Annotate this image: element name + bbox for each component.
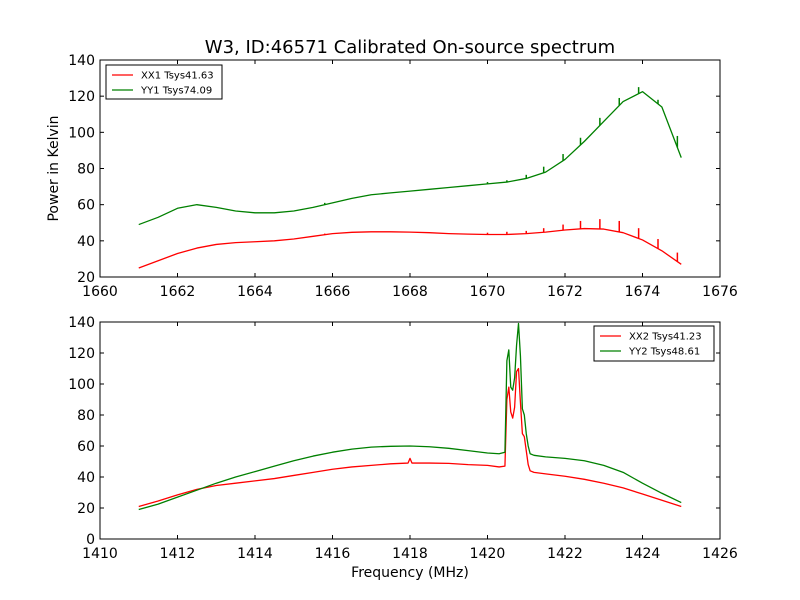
x-tick-label: 1664 <box>237 284 273 300</box>
legend-box <box>105 64 223 100</box>
x-tick-label: 1676 <box>702 284 738 300</box>
series-layer <box>138 322 682 511</box>
series-line <box>138 227 682 269</box>
legend-label: XX2 Tsys41.23 <box>629 332 702 343</box>
y-tick-label: 140 <box>68 315 95 331</box>
x-axis-label: Frequency (MHz) <box>351 565 469 581</box>
x-tick-label: 1672 <box>547 284 583 300</box>
x-tick-label: 1426 <box>702 546 738 562</box>
y-tick-label: 20 <box>77 270 95 286</box>
bottom-spectrum-panel: 1410 1412 1414 1416 1418 1420 1422 1424 1426 0 20 4… <box>68 315 738 581</box>
x-tick-label: 1424 <box>625 546 661 562</box>
series-line <box>138 322 682 511</box>
y-tick-label: 60 <box>77 198 95 214</box>
y-tick-label: 120 <box>68 346 95 362</box>
legend-label: YY1 Tsys74.09 <box>140 86 212 97</box>
chart-title: W3, ID:46571 Calibrated On-source spectr… <box>205 37 615 58</box>
series-layer <box>138 87 682 269</box>
plot-frame <box>99 59 721 278</box>
legend-box <box>593 325 715 362</box>
legend-label: XX1 Tsys41.63 <box>141 71 214 82</box>
x-tick-label: 1662 <box>160 284 196 300</box>
y-tick-label: 60 <box>77 439 95 455</box>
y-tick-label: 0 <box>86 532 95 548</box>
x-tick-label: 1416 <box>315 546 351 562</box>
y-tick-label: 100 <box>68 377 95 393</box>
top-spectrum-panel: 1660 1662 1664 1666 1668 1670 1672 1674 1676 20 40… <box>46 53 738 300</box>
legend: XX1 Tsys41.63 YY1 Tsys74.09 <box>105 64 223 100</box>
x-tick-label: 1418 <box>392 546 428 562</box>
legend: XX2 Tsys41.23 YY2 Tsys48.61 <box>593 325 715 362</box>
y-tick-label: 100 <box>68 125 95 141</box>
x-tick-label: 1668 <box>392 284 428 300</box>
x-tick-label: 1410 <box>82 546 118 562</box>
x-tick-label: 1666 <box>315 284 351 300</box>
series-line <box>138 91 682 226</box>
x-tick-label: 1670 <box>470 284 506 300</box>
y-tick-label: 80 <box>77 408 95 424</box>
x-tick-label: 1420 <box>470 546 506 562</box>
x-tick-label: 1422 <box>547 546 583 562</box>
y-tick-label: 40 <box>77 234 95 250</box>
x-tick-label: 1414 <box>237 546 273 562</box>
y-tick-label: 140 <box>68 53 95 69</box>
y-axis-label: Power in Kelvin <box>46 115 62 221</box>
y-tick-label: 20 <box>77 501 95 517</box>
plot-frame <box>99 321 721 540</box>
legend-label: YY2 Tsys48.61 <box>628 347 700 358</box>
y-tick-label: 120 <box>68 89 95 105</box>
series-line <box>138 367 682 508</box>
y-tick-label: 80 <box>77 162 95 178</box>
y-tick-label: 40 <box>77 470 95 486</box>
x-tick-label: 1412 <box>160 546 196 562</box>
x-tick-label: 1660 <box>82 284 118 300</box>
tick-layer: 1410 1412 1414 1416 1418 1420 1422 1424 1426 0 20 4… <box>68 315 738 562</box>
x-tick-label: 1674 <box>625 284 661 300</box>
tick-layer: 1660 1662 1664 1666 1668 1670 1672 1674 1676 20 40… <box>68 53 738 300</box>
